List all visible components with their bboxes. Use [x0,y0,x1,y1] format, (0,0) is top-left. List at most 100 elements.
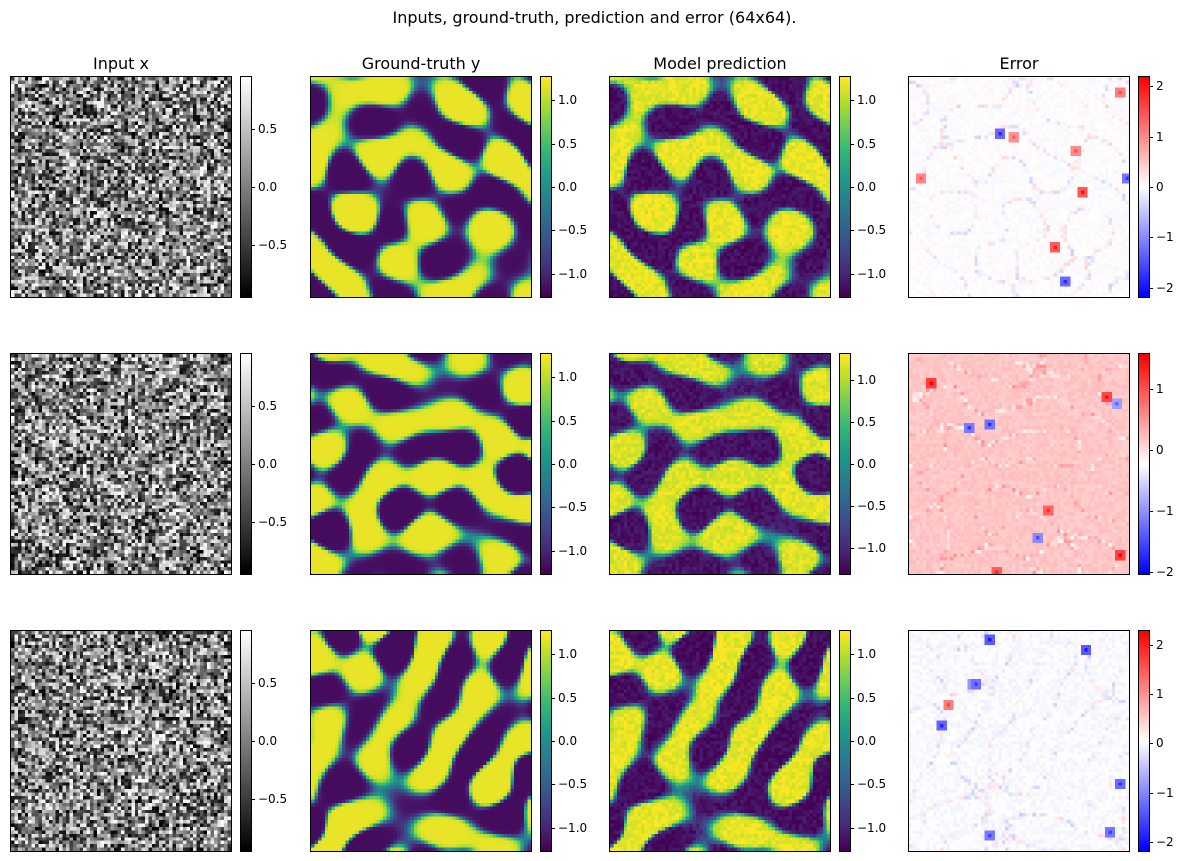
colorbar-tick-label: 1.0 [558,370,578,384]
colorbar-gradient [840,354,850,574]
colorbar-tick [551,187,555,188]
colorbar-tick [850,784,854,785]
heatmap-image [311,631,531,851]
heatmap-input-row-1 [10,76,232,298]
colorbar-tick-label: −1.0 [558,544,588,558]
colorbar-tick [1149,450,1153,451]
colorbar-tick-label: 0 [1156,180,1164,194]
colorbar-gradient [1139,77,1149,297]
column-title-prediction: Model prediction [653,54,787,73]
colorbar-gradient [840,631,850,851]
colorbar-tick [1149,288,1153,289]
colorbar-tick-label: 0.5 [558,414,578,428]
heatmap-error-row-1 [908,76,1130,298]
colorbar-tick [850,741,854,742]
colorbar-tick [850,230,854,231]
column-title-error: Error [999,54,1039,73]
colorbar-tick [551,230,555,231]
colorbar-tick-label: −1.0 [857,267,887,281]
colorbar-tick [551,741,555,742]
colorbar-tick [850,548,854,549]
colorbar-tick-label: 1.0 [857,647,877,661]
colorbar-tick [551,698,555,699]
colorbar-tick-label: 0.5 [558,137,578,151]
colorbar-tick-label: −0.5 [857,499,887,513]
colorbar-tick [551,828,555,829]
heatmap-image [11,631,231,851]
heatmap-ground-truth-row-3 [310,630,532,852]
colorbar-tick [251,129,255,130]
colorbar-tick [551,654,555,655]
colorbar-tick-label: 0.0 [857,457,877,471]
colorbar-tick [1149,793,1153,794]
colorbar-tick-label: −2 [1156,835,1174,849]
colorbar-tick-label: −2 [1156,565,1174,579]
colorbar-tick [1149,137,1153,138]
colorbar-tick-label: −2 [1156,281,1174,295]
colorbar-gradient [241,631,251,851]
colorbar-tick [251,683,255,684]
colorbar-gradient [1139,631,1149,851]
colorbar-tick-label: −1 [1156,230,1174,244]
colorbar-tick [551,464,555,465]
colorbar-tick [1149,645,1153,646]
colorbar-tick [551,377,555,378]
colorbar-gradient [840,77,850,297]
colorbar-tick-label: −1 [1156,786,1174,800]
heatmap-error-row-2 [908,353,1130,575]
colorbar-tick [850,380,854,381]
colorbar-tick-label: 0.0 [558,457,578,471]
colorbar-tick-label: 1 [1156,382,1164,396]
heatmap-image [610,354,830,574]
heatmap-ground-truth-row-1 [310,76,532,298]
colorbar-tick [1149,743,1153,744]
colorbar-tick [850,422,854,423]
colorbar-tick-label: −1 [1156,504,1174,518]
colorbar-tick [251,406,255,407]
colorbar-tick-label: −0.5 [558,500,588,514]
colorbar-tick [251,741,255,742]
heatmap-image [909,631,1129,851]
colorbar-tick [1149,187,1153,188]
colorbar-tick [850,698,854,699]
heatmap-prediction-row-2 [609,353,831,575]
colorbar-tick [251,799,255,800]
colorbar-tick [850,464,854,465]
colorbar-tick-label: 1 [1156,130,1164,144]
heatmap-image [909,77,1129,297]
colorbar-tick-label: −0.5 [258,238,288,252]
colorbar-tick-label: 0.0 [258,457,278,471]
colorbar-tick-label: 0.0 [857,180,877,194]
colorbar-tick-label: 0.5 [258,122,278,136]
colorbar-tick-label: −1.0 [558,821,588,835]
colorbar-tick-label: −0.5 [857,223,887,237]
colorbar-tick-label: 0.5 [258,399,278,413]
column-title-input: Input x [93,54,149,73]
colorbar-tick [251,522,255,523]
colorbar-gradient [241,354,251,574]
colorbar-tick [1149,572,1153,573]
colorbar-tick-label: −0.5 [558,777,588,791]
colorbar-error-row-3 [1138,630,1150,852]
heatmap-image [311,77,531,297]
colorbar-tick-label: 1.0 [558,93,578,107]
colorbar-tick-label: 0.0 [258,734,278,748]
colorbar-tick-label: 2 [1156,638,1164,652]
colorbar-tick [850,654,854,655]
colorbar-tick [551,144,555,145]
colorbar-tick [850,144,854,145]
colorbar-tick [551,421,555,422]
heatmap-input-row-3 [10,630,232,852]
colorbar-tick [850,506,854,507]
colorbar-tick-label: 2 [1156,79,1164,93]
heatmap-image [610,77,830,297]
colorbar-tick [551,100,555,101]
colorbar-tick [251,245,255,246]
colorbar-tick-label: −0.5 [258,515,288,529]
heatmap-prediction-row-3 [609,630,831,852]
colorbar-error-row-2 [1138,353,1150,575]
colorbar-gradient [541,77,551,297]
colorbar-gradient [541,631,551,851]
colorbar-tick-label: −1.0 [857,821,887,835]
